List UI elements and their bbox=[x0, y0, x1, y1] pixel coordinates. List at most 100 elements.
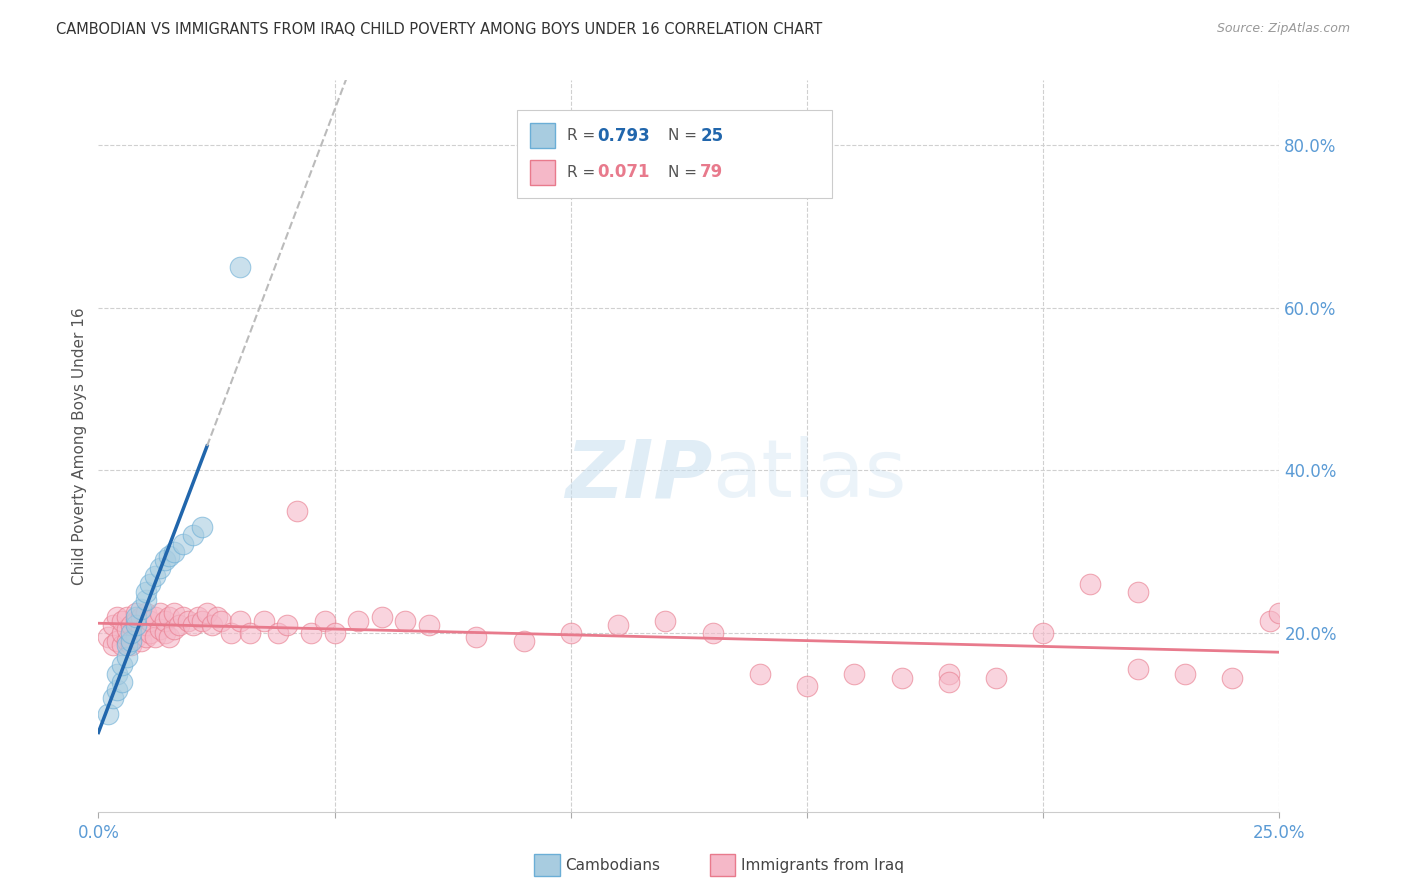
Point bbox=[111, 658, 134, 673]
Point bbox=[101, 638, 124, 652]
Point bbox=[111, 674, 134, 689]
Point bbox=[129, 634, 152, 648]
Point bbox=[267, 626, 290, 640]
Point bbox=[115, 609, 138, 624]
Point bbox=[163, 544, 186, 558]
Point bbox=[139, 626, 162, 640]
Point bbox=[702, 626, 724, 640]
Text: 25: 25 bbox=[700, 127, 723, 145]
Point bbox=[163, 606, 186, 620]
Point bbox=[394, 614, 416, 628]
Point bbox=[129, 601, 152, 615]
Point bbox=[125, 606, 148, 620]
Text: atlas: atlas bbox=[713, 436, 907, 515]
Point bbox=[149, 561, 172, 575]
Point bbox=[143, 630, 166, 644]
Point bbox=[418, 617, 440, 632]
Point bbox=[157, 609, 180, 624]
Point bbox=[135, 617, 157, 632]
Point bbox=[201, 617, 224, 632]
Point bbox=[163, 622, 186, 636]
Point bbox=[115, 622, 138, 636]
Point bbox=[143, 609, 166, 624]
Point bbox=[1220, 671, 1243, 685]
Text: ZIP: ZIP bbox=[565, 436, 713, 515]
Point bbox=[844, 666, 866, 681]
Point bbox=[229, 260, 252, 275]
Point bbox=[1032, 626, 1054, 640]
Y-axis label: Child Poverty Among Boys Under 16: Child Poverty Among Boys Under 16 bbox=[72, 307, 87, 585]
Point bbox=[149, 622, 172, 636]
Point bbox=[276, 617, 298, 632]
Point bbox=[135, 630, 157, 644]
Point bbox=[205, 609, 228, 624]
Point bbox=[299, 626, 322, 640]
Point bbox=[1080, 577, 1102, 591]
Point bbox=[181, 528, 204, 542]
Text: R =: R = bbox=[567, 165, 600, 179]
Point bbox=[371, 609, 394, 624]
Text: Cambodians: Cambodians bbox=[565, 858, 661, 872]
Point bbox=[121, 617, 143, 632]
Point bbox=[153, 553, 176, 567]
Text: N =: N = bbox=[668, 165, 702, 179]
Point bbox=[143, 569, 166, 583]
Point bbox=[253, 614, 276, 628]
Point bbox=[121, 634, 143, 648]
Point bbox=[149, 606, 172, 620]
Point bbox=[314, 614, 336, 628]
Point bbox=[97, 630, 120, 644]
Point bbox=[129, 622, 152, 636]
Point bbox=[239, 626, 262, 640]
Point bbox=[938, 666, 960, 681]
Point bbox=[111, 638, 134, 652]
Point bbox=[139, 577, 162, 591]
Point bbox=[1174, 666, 1197, 681]
Point bbox=[115, 638, 138, 652]
Point bbox=[229, 614, 252, 628]
Point bbox=[157, 549, 180, 563]
Point bbox=[97, 707, 120, 722]
Point bbox=[654, 614, 676, 628]
Point bbox=[115, 650, 138, 665]
Point bbox=[1126, 585, 1149, 599]
Point bbox=[101, 617, 124, 632]
Point bbox=[1126, 663, 1149, 677]
Point bbox=[172, 536, 194, 550]
Point bbox=[157, 630, 180, 644]
Text: 0.071: 0.071 bbox=[598, 163, 650, 181]
Point bbox=[890, 671, 912, 685]
Point bbox=[105, 666, 128, 681]
Point bbox=[139, 614, 162, 628]
Point bbox=[135, 593, 157, 607]
Point bbox=[219, 626, 242, 640]
Text: R =: R = bbox=[567, 128, 600, 143]
Point bbox=[105, 682, 128, 697]
Point bbox=[347, 614, 370, 628]
Point bbox=[167, 617, 190, 632]
Point bbox=[209, 614, 232, 628]
Point bbox=[796, 679, 818, 693]
Point bbox=[607, 617, 630, 632]
Point bbox=[285, 504, 308, 518]
Point bbox=[153, 626, 176, 640]
Point bbox=[129, 609, 152, 624]
Point bbox=[125, 614, 148, 628]
Point bbox=[135, 606, 157, 620]
Point bbox=[121, 638, 143, 652]
Text: Immigrants from Iraq: Immigrants from Iraq bbox=[741, 858, 904, 872]
Point bbox=[153, 614, 176, 628]
Point bbox=[181, 617, 204, 632]
Text: 0.793: 0.793 bbox=[598, 127, 651, 145]
Point bbox=[748, 666, 770, 681]
Point bbox=[984, 671, 1007, 685]
Point bbox=[195, 606, 218, 620]
Point bbox=[191, 520, 214, 534]
Point bbox=[135, 585, 157, 599]
Point bbox=[465, 630, 488, 644]
Point bbox=[125, 630, 148, 644]
Point bbox=[1258, 614, 1281, 628]
Point bbox=[177, 614, 200, 628]
Text: 79: 79 bbox=[700, 163, 724, 181]
Point bbox=[512, 634, 534, 648]
